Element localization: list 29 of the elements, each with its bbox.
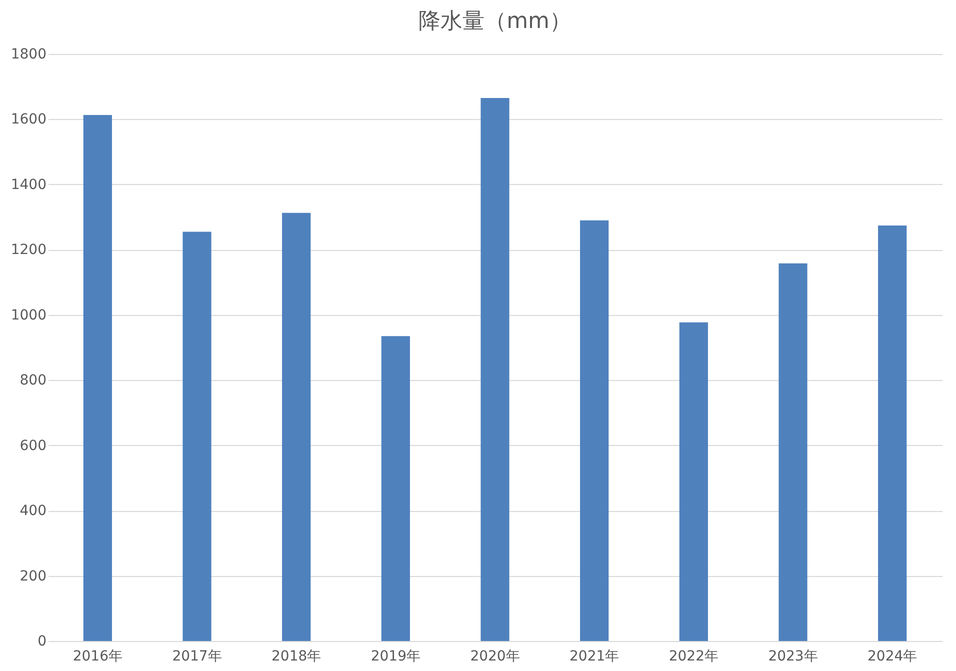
- chart-title: 降水量（mm）: [418, 9, 572, 34]
- x-tick-label: 2017年: [172, 648, 222, 664]
- y-tick-label: 1400: [10, 176, 46, 193]
- x-tick-label: 2020年: [470, 648, 520, 664]
- x-tick-label: 2018年: [272, 648, 322, 664]
- x-tick-label: 2016年: [72, 648, 122, 664]
- bar: [480, 98, 510, 641]
- bar: [679, 322, 708, 641]
- y-tick-label: 1600: [10, 112, 46, 128]
- bar: [778, 263, 808, 641]
- bar: [878, 226, 907, 641]
- bar: [83, 114, 112, 641]
- y-tick-label: 0: [38, 634, 46, 650]
- x-tick-label: 2024年: [868, 648, 918, 664]
- x-tick-label: 2023年: [768, 648, 818, 664]
- bar: [282, 212, 311, 641]
- x-tick-label: 2019年: [370, 648, 420, 664]
- y-tick-label: 1200: [10, 242, 46, 258]
- bar: [381, 336, 410, 641]
- bar: [580, 220, 609, 641]
- x-tick-label: 2022年: [668, 648, 718, 664]
- y-tick-label: 1000: [10, 307, 46, 324]
- y-tick-label: 400: [20, 503, 46, 520]
- y-tick-label: 800: [20, 372, 46, 389]
- y-tick-label: 200: [20, 568, 46, 584]
- y-tick-label: 600: [20, 438, 46, 454]
- bar: [182, 232, 212, 641]
- y-tick-label: 1800: [10, 46, 46, 62]
- x-tick-label: 2021年: [570, 648, 620, 664]
